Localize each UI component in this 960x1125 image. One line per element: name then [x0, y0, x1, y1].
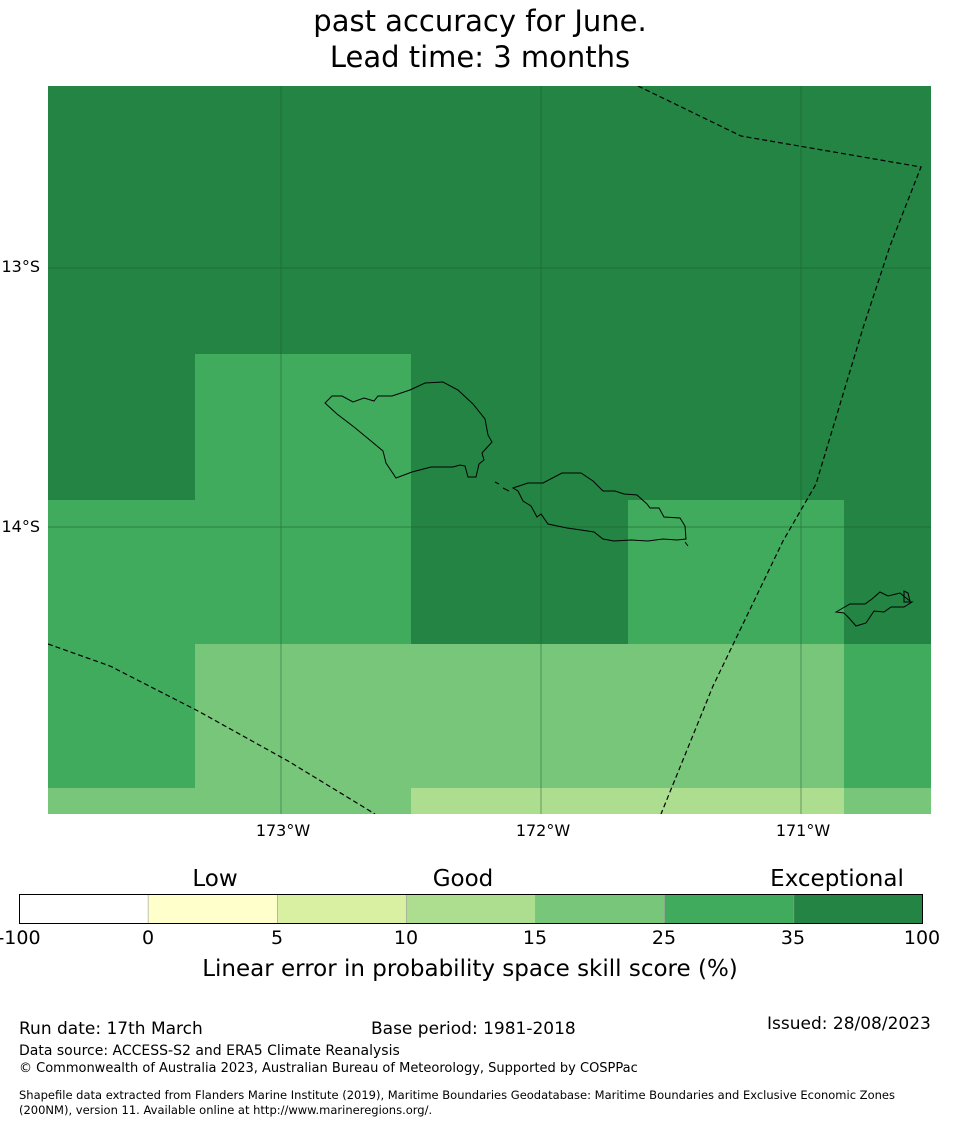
legend-colorbar: [19, 894, 923, 924]
tutuila-island: [834, 590, 914, 627]
colorbar-title: Linear error in probability space skill …: [202, 956, 738, 982]
base-period: Base period: 1981-2018: [371, 1019, 576, 1039]
lon-label-173w: 173°W: [255, 821, 311, 840]
skill-cell: [844, 644, 931, 788]
lon-label-171w: 171°W: [775, 821, 831, 840]
legend-category-good: Good: [432, 866, 494, 892]
skill-cell: [195, 354, 411, 500]
colorbar-tick-label: 10: [393, 927, 419, 949]
skill-cell: [411, 788, 844, 814]
upolu-island: [511, 472, 687, 542]
lon-label-172w: 172°W: [515, 821, 571, 840]
colorbar-swatch: [793, 894, 923, 924]
lat-label-13s: 13°S: [1, 257, 40, 276]
map-title-line-1: past accuracy for June.: [313, 4, 647, 38]
islands: [324, 381, 914, 627]
graticule: [48, 86, 931, 814]
colorbar-swatch: [148, 894, 278, 924]
lat-label-14s: 14°S: [1, 517, 40, 536]
skill-score-map: [48, 86, 931, 814]
colorbar-tick-label: -100: [0, 927, 41, 949]
colorbar-swatch: [406, 894, 537, 924]
shapefile-credit-line-2: (200NM), version 11. Available online at…: [19, 1103, 433, 1117]
copyright: © Commonwealth of Australia 2023, Austra…: [19, 1061, 638, 1076]
data-source: Data source: ACCESS-S2 and ERA5 Climate …: [19, 1043, 400, 1059]
colorbar-swatch: [19, 894, 149, 924]
legend-category-low: Low: [192, 866, 238, 892]
skill-cell: [844, 788, 931, 814]
skill-cell: [195, 644, 844, 788]
colorbar-swatch: [664, 894, 795, 924]
colorbar-tick-label: 5: [270, 927, 284, 949]
savaii-island: [324, 381, 493, 479]
colorbar-swatch: [535, 894, 666, 924]
colorbar-swatch: [277, 894, 407, 924]
maritime-boundary: [48, 86, 922, 814]
colorbar-tick-label: 0: [141, 927, 155, 949]
colorbar-outline: [19, 894, 923, 924]
map-title-line-2: Lead time: 3 months: [329, 40, 631, 74]
run-date: Run date: 17th March: [19, 1019, 203, 1039]
colorbar-tick-label: 25: [651, 927, 677, 949]
skill-cell: [628, 500, 844, 644]
legend-category-exceptional: Exceptional: [770, 866, 904, 892]
colorbar-tick-label: 100: [903, 927, 941, 949]
skill-cell: [48, 788, 411, 814]
colorbar-tick-label: 15: [522, 927, 548, 949]
colorbar-tick-label: 35: [780, 927, 806, 949]
shapefile-credit-line-1: Shapefile data extracted from Flanders M…: [19, 1088, 895, 1102]
issued-date: Issued: 28/08/2023: [767, 1014, 931, 1034]
